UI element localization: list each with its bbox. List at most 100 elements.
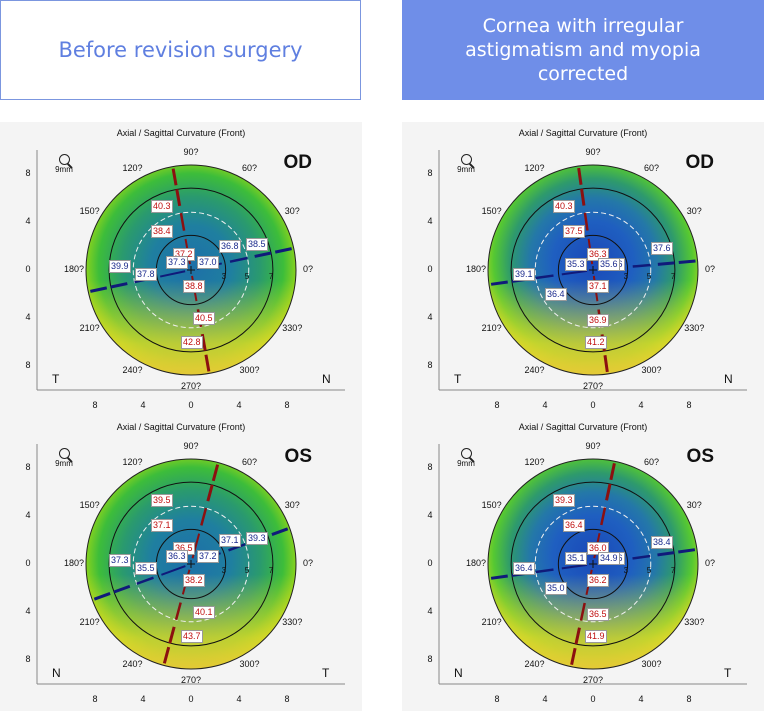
x-tick-label: 8 [284,694,290,704]
curvature-value: 38.2 [183,574,205,587]
ring-diameter-label: 5 [646,272,652,281]
angle-label: 300? [641,659,662,670]
curvature-value: 36.4 [563,519,585,532]
y-tick-label: 4 [25,510,31,520]
angle-label: 90? [585,147,601,157]
y-tick-label: 0 [25,558,31,568]
zoom-size-label: 9mm [55,165,73,174]
curvature-value: 35.0 [545,582,567,595]
curvature-value: 35.6 [598,258,620,271]
eye-label: OS [284,446,312,467]
x-tick-label: 8 [494,694,500,704]
zoom-size-label: 9mm [55,459,73,468]
topography-panel-before-os: Axial / Sagittal Curvature (Front) OS 9mm N… [0,416,362,711]
curvature-value: 39.3 [246,532,268,545]
curvature-value: 37.1 [219,534,241,547]
angle-label: 330? [684,322,705,333]
x-tick-label: 4 [638,400,644,410]
angle-label: 270? [582,675,604,685]
curvature-value: 37.1 [587,280,609,293]
x-tick-label: 0 [590,694,596,704]
ring-diameter-label: 3 [221,566,227,575]
before-revision-header: Before revision surgery [0,0,361,100]
angle-label: 240? [524,365,545,376]
angle-label: 30? [686,499,702,510]
curvature-value: 38.4 [151,225,173,238]
curvature-value: 36.3 [166,550,188,563]
angle-label: 300? [239,659,260,670]
y-tick-label: 4 [427,312,433,322]
curvature-value: 35.5 [135,562,157,575]
angle-label: 210? [79,616,100,627]
curvature-value: 40.3 [553,200,575,213]
y-tick-label: 8 [25,360,31,370]
angle-label: 330? [684,616,705,627]
curvature-value: 35.3 [565,258,587,271]
zoom-magnifier-icon[interactable]: 9mm [51,448,77,468]
corner-label-left: T [52,372,60,386]
angle-label: 180? [63,558,85,568]
y-tick-label: 8 [427,462,433,472]
angle-label: 210? [481,616,502,627]
curvature-value: 39.3 [553,494,575,507]
magnifier-icon [460,448,472,459]
map-title: Axial / Sagittal Curvature (Front) [518,128,648,138]
angle-label: 300? [641,365,662,376]
angle-label: 150? [79,205,100,216]
x-tick-label: 4 [542,694,548,704]
curvature-value: 39.1 [513,268,535,281]
curvature-value: 37.0 [197,256,219,269]
curvature-value: 38.5 [246,238,268,251]
zoom-size-label: 9mm [457,165,475,174]
curvature-value: 36.9 [587,314,609,327]
curvature-value: 42.8 [181,336,203,349]
curvature-value: 40.3 [151,200,173,213]
angle-label: 60? [643,162,660,173]
topography-panel-after-os: Axial / Sagittal Curvature (Front) OS 9mm N… [402,416,764,711]
y-tick-label: 4 [427,606,433,616]
curvature-value: 41.2 [585,336,607,349]
x-tick-label: 4 [236,694,242,704]
angle-label: 60? [241,162,258,173]
ring-diameter-label: 5 [646,566,652,575]
curvature-value: 36.5 [587,608,609,621]
magnifier-icon [58,154,70,165]
zoom-magnifier-icon[interactable]: 9mm [51,154,77,174]
angle-label: 120? [122,456,143,467]
curvature-value: 39.9 [109,260,131,273]
angle-label: 180? [63,264,85,274]
topography-panel-before-od: Axial / Sagittal Curvature (Front) OD 9mm T… [0,122,362,417]
after-correction-header: Cornea with irregular astigmatism and my… [402,0,764,100]
angle-label: 0? [704,558,715,568]
corner-label-right: N [724,372,733,386]
corner-label-left: T [454,372,462,386]
x-tick-label: 8 [686,694,692,704]
ring-diameter-label: 7 [268,566,274,575]
angle-label: 120? [122,162,143,173]
curvature-value: 37.2 [197,550,219,563]
y-tick-label: 8 [427,360,433,370]
curvature-map [36,150,345,391]
zoom-magnifier-icon[interactable]: 9mm [453,154,479,174]
curvature-value: 36.3 [587,248,609,261]
curvature-map [438,444,747,685]
zoom-size-label: 9mm [457,459,475,468]
y-tick-label: 8 [427,168,433,178]
zoom-magnifier-icon[interactable]: 9mm [453,448,479,468]
angle-label: 330? [282,322,303,333]
angle-label: 240? [122,365,143,376]
y-tick-label: 0 [427,264,433,274]
x-tick-label: 8 [686,400,692,410]
angle-label: 120? [524,456,545,467]
x-tick-label: 4 [236,400,242,410]
curvature-value: 35.1 [565,552,587,565]
angle-label: 180? [465,558,487,568]
angle-label: 150? [481,205,502,216]
x-tick-label: 8 [92,694,98,704]
y-tick-label: 4 [427,216,433,226]
angle-label: 60? [241,456,258,467]
x-tick-label: 4 [638,694,644,704]
map-title: Axial / Sagittal Curvature (Front) [518,422,648,432]
eye-label: OD [283,152,313,173]
curvature-value: 37.6 [651,242,673,255]
